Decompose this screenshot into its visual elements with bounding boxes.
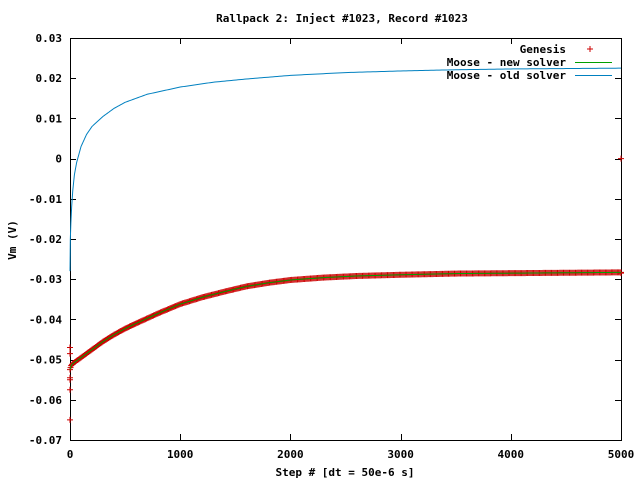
series-point — [618, 155, 624, 162]
legend-item: Moose - new solver — [447, 56, 612, 69]
series-moose-old-solver — [69, 67, 622, 272]
x-tick-label: 3000 — [387, 448, 414, 461]
legend-swatch — [587, 46, 593, 52]
y-tick-label: 0.03 — [36, 32, 63, 45]
x-axis-label: Step # [dt = 50e-6 s] — [275, 466, 414, 479]
y-tick-label: -0.07 — [29, 434, 62, 447]
tick-labels: 0 1000 2000 3000 4000 5000 -0.07 -0.06 -0.05 -0.0… — [29, 32, 634, 461]
series-moose-new-solver — [69, 271, 622, 370]
x-tick-label: 4000 — [498, 448, 525, 461]
y-tick-label: -0.06 — [29, 394, 62, 407]
y-tick-label: -0.02 — [29, 233, 62, 246]
x-tick-label: 5000 — [608, 448, 635, 461]
y-tick-label: -0.03 — [29, 273, 62, 286]
chart-title: Rallpack 2: Inject #1023, Record #1023 — [216, 12, 468, 25]
y-axis-label: Vm (V) — [6, 220, 19, 260]
legend-label: Genesis — [520, 43, 566, 56]
y-tick-label: 0 — [55, 153, 62, 166]
y-tick-label: -0.01 — [29, 193, 62, 206]
plot-frame — [70, 38, 622, 441]
series-line — [69, 271, 622, 370]
axis-ticks — [70, 38, 622, 441]
series-point — [67, 416, 73, 423]
legend-label: Moose - old solver — [447, 69, 567, 82]
series-point — [67, 350, 73, 357]
legend-item: Genesis — [520, 43, 593, 56]
series-line — [69, 67, 622, 272]
series-point — [618, 270, 624, 277]
series-point — [67, 374, 73, 381]
x-tick-label: 1000 — [167, 448, 194, 461]
y-tick-label: 0.01 — [36, 112, 63, 125]
series-genesis — [67, 155, 624, 423]
x-tick-label: 2000 — [277, 448, 304, 461]
series-layer — [67, 67, 624, 423]
series-point — [67, 386, 73, 393]
y-tick-label: 0.02 — [36, 72, 63, 85]
legend-item: Moose - old solver — [447, 69, 612, 82]
y-tick-label: -0.05 — [29, 354, 62, 367]
series-point — [67, 344, 73, 351]
y-tick-label: -0.04 — [29, 313, 62, 326]
legend-label: Moose - new solver — [447, 56, 567, 69]
x-tick-label: 0 — [67, 448, 74, 461]
series-points — [67, 269, 624, 373]
